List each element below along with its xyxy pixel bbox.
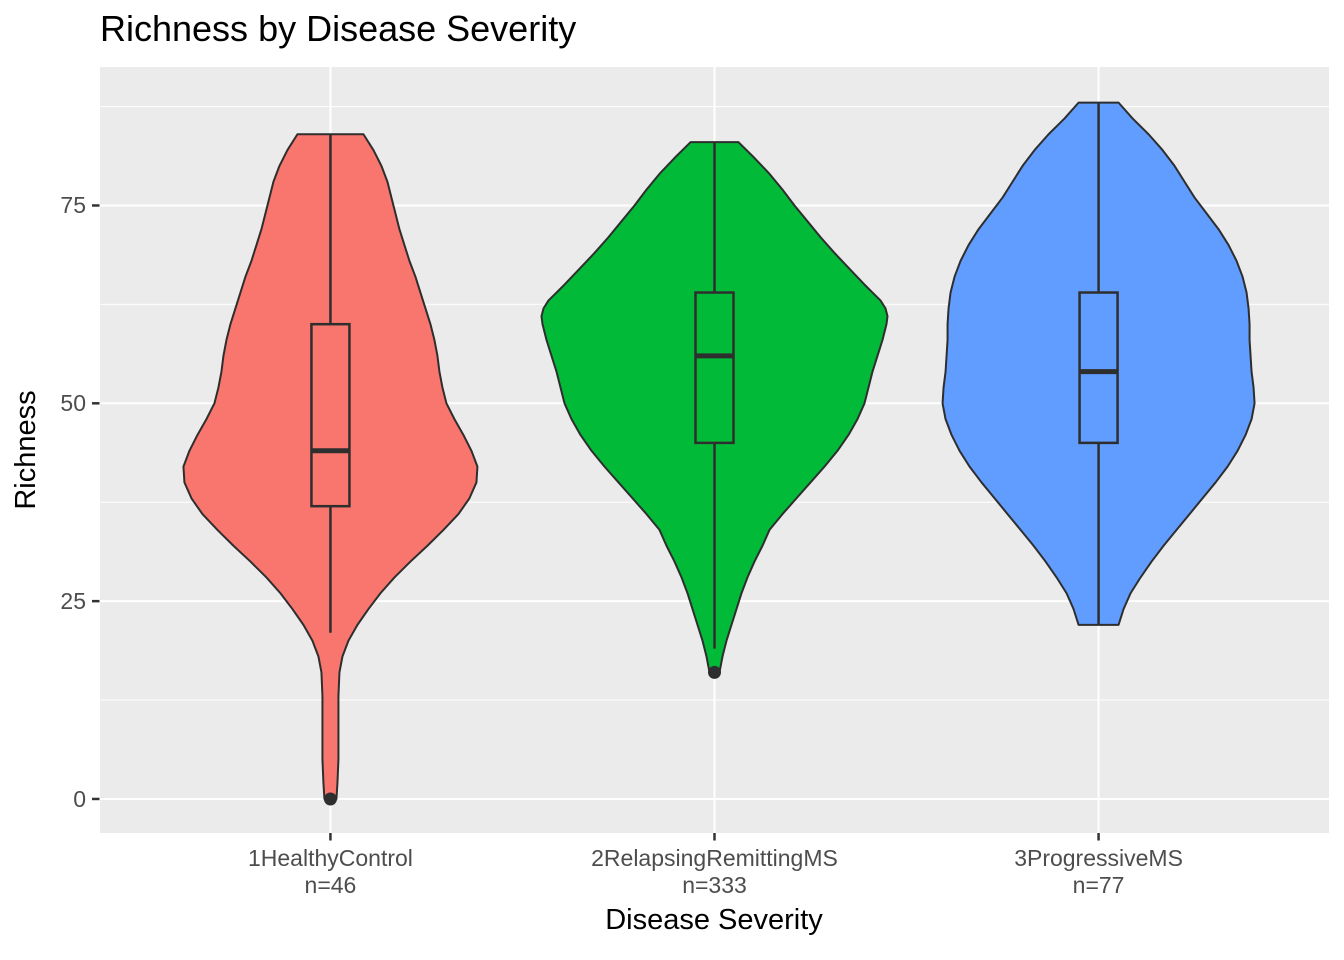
box-1	[310, 322, 351, 508]
y-tick-label-75: 75	[60, 192, 86, 219]
plot-title: Richness by Disease Severity	[100, 8, 577, 49]
y-axis-title: Richness	[10, 390, 42, 510]
category-name: 1HealthyControl	[247, 845, 413, 871]
x-tick-label-2: 2RelapsingRemittingMS n=333	[505, 845, 925, 899]
plot-panel	[100, 67, 1329, 833]
y-tick-label-25: 25	[60, 588, 86, 615]
category-name: 3ProgressiveMS	[1014, 845, 1183, 871]
y-tick-label-0: 0	[73, 785, 86, 812]
x-tick-label-1: 1HealthyControl n=46	[120, 845, 540, 899]
category-n: n=77	[1072, 872, 1125, 898]
y-tick-label-50: 50	[60, 390, 86, 417]
category-n: n=46	[304, 872, 357, 898]
category-name: 2RelapsingRemittingMS	[591, 845, 838, 871]
outlier-point-2	[708, 665, 721, 679]
outlier-point-1	[323, 792, 337, 806]
x-tick-label-3: 3ProgressiveMS n=77	[889, 845, 1309, 899]
box-2	[694, 291, 735, 445]
category-n: n=333	[682, 872, 747, 898]
x-axis-title: Disease Severity	[605, 904, 823, 936]
box-3	[1078, 291, 1119, 445]
